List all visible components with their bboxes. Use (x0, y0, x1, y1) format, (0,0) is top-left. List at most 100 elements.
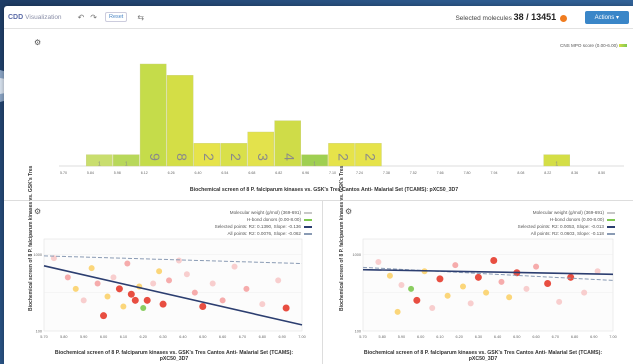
scatter-point[interactable] (140, 305, 147, 311)
undo-icon[interactable]: ↶ (77, 12, 85, 22)
scatter-point[interactable] (490, 256, 498, 264)
scatter-point[interactable] (183, 271, 190, 278)
scatter-point[interactable] (259, 301, 266, 308)
scatter-point[interactable] (436, 275, 444, 283)
fit-line-selected (362, 268, 614, 276)
scatter-point[interactable] (175, 257, 182, 264)
legend-swatch (304, 218, 312, 221)
legend-entry-label: Selected points: R2: 0.0053, Slope: -0.0… (517, 224, 604, 229)
actions-label: Actions (594, 15, 615, 21)
scatter-point[interactable] (594, 268, 601, 275)
selected-count: 38 / 13451 (513, 12, 557, 22)
scatter-point[interactable] (556, 298, 563, 305)
scatter-point[interactable] (474, 273, 482, 281)
scatter-point[interactable] (191, 289, 198, 296)
scatter-point[interactable] (394, 308, 401, 315)
scatter-point[interactable] (544, 279, 552, 287)
scatter-point[interactable] (131, 296, 139, 304)
legend-entry: All points: R2: 0.0603, Slope: -0.118 (518, 230, 615, 237)
scatter-point[interactable] (80, 297, 87, 304)
swap-icon[interactable]: ⇆ (137, 12, 145, 22)
scatter-left-chart[interactable]: 5.70 5.80 5.90 6.00 6.10 6.20 6.30 6.40 6.50 6.60… (4, 201, 322, 341)
scatter-point[interactable] (100, 312, 108, 320)
gear-icon[interactable]: ⚙ (34, 38, 42, 47)
scatter-point[interactable] (166, 277, 173, 284)
histogram-bar[interactable] (355, 143, 382, 167)
scatter-point[interactable] (88, 265, 95, 272)
histogram-bar-label: 1 (98, 161, 101, 167)
scatter-point[interactable] (523, 285, 530, 292)
x-tick-label: 6.20 (455, 335, 462, 339)
scatter-point[interactable] (115, 285, 123, 293)
scatter-point[interactable] (282, 304, 290, 312)
histogram-bar[interactable] (113, 154, 140, 167)
scatter-point[interactable] (243, 285, 250, 292)
histogram-bar[interactable] (139, 63, 167, 167)
scatter-point[interactable] (199, 302, 207, 310)
actions-button[interactable]: Actions ▾ (584, 11, 629, 24)
scatter-point[interactable] (533, 263, 540, 270)
scatter-point[interactable] (50, 255, 57, 262)
histogram-bar[interactable] (193, 143, 221, 167)
scatter-point[interactable] (467, 300, 474, 307)
scatter-point[interactable] (143, 296, 151, 304)
legend-swatch (304, 225, 312, 228)
redo-icon[interactable]: ↷ (90, 12, 97, 22)
histogram-bar[interactable] (301, 154, 328, 167)
scatter-point[interactable] (444, 292, 451, 299)
scatter-point[interactable] (94, 280, 101, 287)
gear-icon[interactable]: ⚙ (345, 207, 353, 216)
scatter-point[interactable] (275, 277, 282, 284)
visualization-window: CDD Visualization ↶ ↷ Reset ⇆ Selected m… (4, 6, 633, 364)
scatter-point[interactable] (159, 300, 167, 308)
scatter-point[interactable] (127, 290, 135, 298)
scatter-point[interactable] (124, 260, 131, 267)
gear-icon[interactable]: ⚙ (34, 207, 42, 216)
histogram-bar-label: 1 (125, 161, 128, 167)
scatter-point[interactable] (120, 303, 127, 310)
scatter-point[interactable] (386, 272, 393, 279)
scatter-point[interactable] (452, 262, 459, 269)
reset-button[interactable]: Reset (104, 12, 128, 22)
histogram-bar-label: 9 (147, 153, 163, 161)
scatter-point[interactable] (498, 278, 505, 285)
scatter-point[interactable] (581, 289, 588, 296)
x-tick-label: 6.10 (436, 335, 443, 339)
histogram-bar[interactable] (86, 154, 113, 167)
scatter-point[interactable] (460, 283, 466, 290)
scatter-point[interactable] (398, 282, 405, 288)
scatter-point[interactable] (567, 273, 575, 281)
histogram-bar[interactable] (247, 131, 275, 167)
scatter-point[interactable] (408, 285, 415, 292)
scatter-point[interactable] (219, 297, 226, 304)
histogram-bar[interactable] (328, 143, 355, 167)
legend-entry: H-bond donors (0.00-8.00) (215, 216, 312, 223)
histogram-tick-label: 7.94 (490, 171, 497, 175)
scatter-point[interactable] (231, 263, 238, 270)
scatter-point[interactable] (506, 294, 513, 301)
scatter-point[interactable] (150, 280, 157, 287)
scatter-point[interactable] (72, 285, 79, 292)
legend-entry: Molecular weight (g/mol) (369-691) (518, 209, 615, 216)
scatter-point[interactable] (483, 289, 490, 296)
histogram-bar[interactable] (220, 143, 248, 167)
scatter-point[interactable] (156, 268, 163, 275)
scatter-point[interactable] (209, 280, 216, 287)
x-tick-label: 7.00 (298, 335, 305, 339)
histogram-bar[interactable] (166, 75, 194, 167)
scatter-right-chart[interactable]: 5.70 5.80 5.90 6.00 6.10 6.20 6.30 6.40 6.50 6.60… (323, 201, 633, 341)
x-tick-label: 6.00 (100, 335, 107, 339)
scatter-point[interactable] (413, 296, 421, 304)
histogram-bar[interactable] (274, 120, 301, 167)
scatter-point[interactable] (110, 274, 117, 281)
histogram-tick-label: 8.08 (517, 171, 524, 175)
scatter-point[interactable] (64, 274, 71, 281)
histogram-tick-label: 8.50 (598, 171, 605, 175)
histogram-chart[interactable]: 5.70 1 5.84 1 5.98 9 6.12 8 6.26 2 6.40 2 6.54 3 6.68 4… (4, 46, 633, 186)
histogram-bar-label: 3 (255, 153, 271, 161)
x-tick-label: 6.60 (532, 335, 539, 339)
scatter-point[interactable] (429, 305, 436, 311)
histogram-bar[interactable] (543, 154, 570, 167)
scatter-point[interactable] (104, 293, 111, 300)
scatter-point[interactable] (375, 259, 382, 265)
